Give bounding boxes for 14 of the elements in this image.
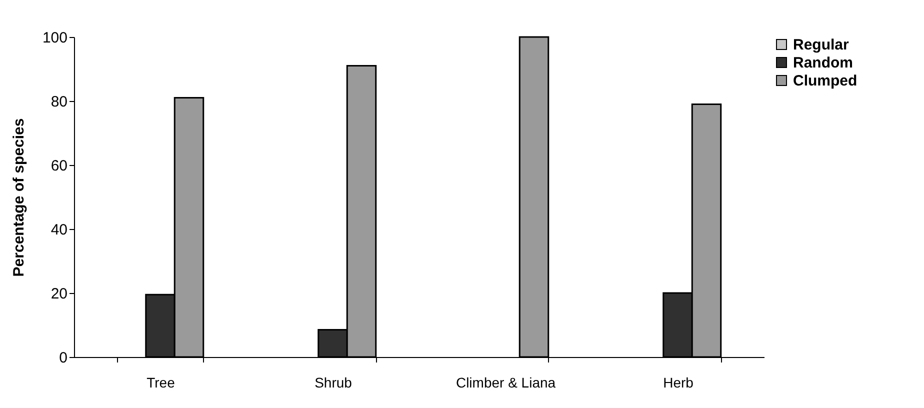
- x-tick-label: Climber & Liana: [456, 374, 556, 390]
- y-tick-label: 40: [50, 222, 68, 238]
- legend-label: Regular: [793, 36, 850, 54]
- x-tick-label: Herb: [663, 374, 694, 390]
- x-tick-label: Tree: [146, 374, 176, 390]
- y-tick-label: 100: [42, 30, 68, 46]
- y-tick-label: 20: [50, 286, 68, 302]
- x-tick-label: Shrub: [314, 374, 352, 390]
- y-tick-label: 80: [50, 94, 68, 110]
- legend-label: Clumped: [793, 72, 858, 90]
- y-axis-title: Percentage of species: [10, 118, 28, 277]
- y-tick-label: 60: [50, 158, 68, 174]
- legend-label: Random: [793, 54, 853, 72]
- y-tick-label: 0: [59, 350, 68, 366]
